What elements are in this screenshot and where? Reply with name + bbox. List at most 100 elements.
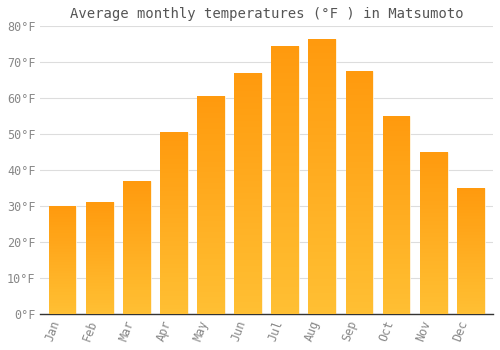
Bar (123, 254, 150, 257)
Bar (197, 118, 225, 124)
Bar (346, 144, 374, 150)
Bar (86, 233, 114, 236)
Bar (382, 274, 410, 279)
Bar (346, 204, 374, 211)
Bar (86, 202, 114, 314)
Bar (308, 300, 336, 307)
Bar (48, 273, 76, 276)
Bar (234, 211, 262, 217)
Bar (234, 121, 262, 127)
Bar (420, 273, 448, 277)
Bar (308, 80, 336, 87)
Bar (197, 194, 225, 200)
Bar (123, 227, 150, 231)
Bar (197, 124, 225, 129)
Bar (234, 109, 262, 115)
Bar (272, 93, 299, 99)
Bar (123, 251, 150, 254)
Bar (48, 257, 76, 260)
Bar (197, 221, 225, 227)
Bar (308, 204, 336, 211)
Bar (234, 163, 262, 169)
Bar (48, 265, 76, 268)
Bar (457, 260, 484, 263)
Bar (123, 217, 150, 220)
Bar (346, 295, 374, 302)
Bar (123, 247, 150, 251)
Bar (382, 170, 410, 175)
Bar (234, 266, 262, 272)
Bar (160, 132, 188, 314)
Bar (346, 265, 374, 271)
Bar (197, 96, 225, 314)
Bar (197, 303, 225, 308)
Bar (86, 241, 114, 244)
Bar (382, 161, 410, 166)
Bar (234, 85, 262, 91)
Bar (48, 241, 76, 244)
Bar (160, 255, 188, 259)
Bar (160, 150, 188, 155)
Bar (420, 176, 448, 180)
Bar (123, 290, 150, 294)
Bar (272, 260, 299, 267)
Bar (86, 305, 114, 308)
Bar (197, 210, 225, 216)
Bar (382, 195, 410, 200)
Bar (308, 107, 336, 114)
Bar (420, 217, 448, 221)
Bar (86, 297, 114, 300)
Bar (48, 292, 76, 295)
Bar (272, 99, 299, 106)
Bar (382, 205, 410, 210)
Bar (234, 259, 262, 266)
Bar (234, 181, 262, 187)
Bar (457, 263, 484, 266)
Bar (457, 301, 484, 304)
Bar (234, 157, 262, 163)
Bar (123, 271, 150, 274)
Bar (234, 308, 262, 314)
Bar (86, 216, 114, 219)
Bar (272, 133, 299, 140)
Bar (420, 293, 448, 298)
Bar (197, 227, 225, 232)
Bar (123, 267, 150, 271)
Bar (197, 173, 225, 178)
Bar (197, 254, 225, 259)
Bar (308, 73, 336, 80)
Bar (160, 146, 188, 150)
Bar (272, 120, 299, 126)
Bar (86, 258, 114, 261)
Bar (86, 230, 114, 233)
Bar (234, 175, 262, 181)
Bar (160, 246, 188, 250)
Bar (197, 238, 225, 243)
Bar (308, 46, 336, 52)
Bar (457, 285, 484, 288)
Bar (382, 299, 410, 304)
Bar (86, 244, 114, 247)
Bar (346, 235, 374, 241)
Bar (234, 284, 262, 289)
Bar (197, 145, 225, 150)
Bar (48, 271, 76, 273)
Bar (457, 188, 484, 314)
Bar (234, 241, 262, 247)
Bar (197, 150, 225, 156)
Bar (86, 308, 114, 311)
Bar (86, 269, 114, 272)
Bar (123, 260, 150, 264)
Bar (382, 141, 410, 146)
Bar (272, 160, 299, 167)
Bar (382, 264, 410, 269)
Bar (48, 284, 76, 287)
Bar (272, 79, 299, 86)
Bar (346, 247, 374, 253)
Bar (48, 230, 76, 233)
Bar (308, 121, 336, 128)
Bar (420, 269, 448, 273)
Bar (160, 259, 188, 264)
Bar (382, 225, 410, 230)
Bar (48, 206, 76, 209)
